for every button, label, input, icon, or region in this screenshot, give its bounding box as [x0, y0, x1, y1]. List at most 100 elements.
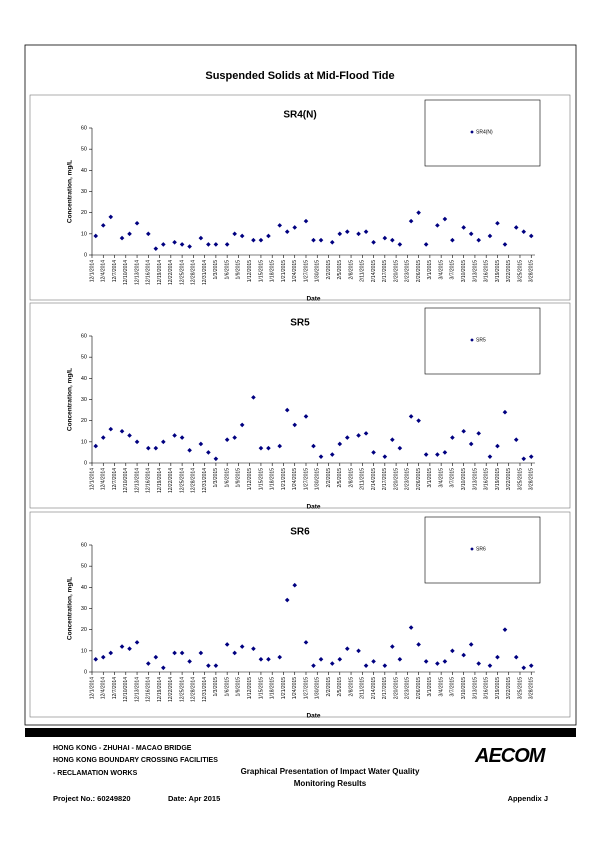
data-point — [371, 240, 376, 245]
data-point — [423, 659, 429, 664]
data-point — [119, 428, 125, 434]
x-tick-label: 1/3/2015 — [213, 260, 219, 280]
data-point — [502, 242, 508, 247]
data-point — [318, 657, 324, 662]
y-tick-label: 30 — [81, 189, 87, 195]
legend-label: SR4(N) — [476, 129, 493, 135]
y-tick-label: 0 — [84, 460, 87, 466]
x-tick-label: 12/31/2014 — [202, 260, 208, 285]
data-point — [284, 229, 290, 235]
x-tick-label: 1/21/2015 — [281, 677, 287, 699]
y-tick-label: 10 — [81, 231, 87, 237]
x-tick-label: 2/17/2015 — [382, 260, 388, 282]
data-point — [303, 640, 309, 645]
x-tick-label: 2/20/2015 — [393, 677, 399, 699]
logo: AECOM — [474, 745, 547, 767]
y-tick-label: 0 — [84, 669, 87, 675]
data-point — [450, 648, 455, 654]
data-point — [198, 650, 204, 656]
x-tick-label: 12/1/2014 — [89, 468, 95, 490]
data-point — [442, 216, 448, 222]
y-tick-label: 10 — [81, 648, 87, 654]
data-point — [450, 435, 455, 440]
data-point — [363, 431, 369, 436]
x-tick-label: 1/9/2015 — [236, 468, 242, 488]
data-point — [93, 657, 99, 662]
data-point — [206, 242, 211, 247]
data-point — [311, 663, 316, 668]
data-point — [100, 654, 106, 660]
legend-marker — [470, 338, 474, 342]
x-tick-label: 12/25/2014 — [179, 468, 185, 493]
x-tick-label: 3/25/2015 — [517, 468, 523, 490]
data-point — [266, 233, 271, 239]
x-tick-label: 3/19/2015 — [495, 677, 501, 699]
data-point — [416, 210, 421, 215]
x-tick-label: 3/13/2015 — [472, 677, 478, 699]
x-tick-label: 3/19/2015 — [495, 260, 501, 282]
x-tick-label: 3/28/2015 — [529, 677, 535, 699]
x-tick-label: 1/12/2015 — [247, 677, 253, 699]
x-tick-label: 3/16/2015 — [484, 468, 490, 490]
x-tick-label: 1/30/2015 — [315, 677, 321, 699]
data-point — [251, 237, 256, 243]
x-tick-label: 3/22/2015 — [506, 260, 512, 282]
y-tick-label: 30 — [81, 397, 87, 403]
x-tick-label: 3/1/2015 — [427, 677, 433, 697]
x-tick-label: 12/13/2014 — [134, 260, 140, 285]
data-point — [356, 433, 361, 438]
project-line: HONG KONG BOUNDARY CROSSING FACILITIES — [53, 757, 218, 764]
data-point — [329, 452, 335, 457]
x-tick-label: 1/12/2015 — [247, 468, 253, 490]
data-point — [179, 435, 185, 440]
x-tick-label: 1/3/2015 — [213, 468, 219, 488]
data-point — [513, 225, 519, 230]
legend-marker — [470, 130, 474, 134]
data-point — [100, 435, 106, 440]
y-tick-label: 50 — [81, 355, 87, 361]
x-tick-label: 3/22/2015 — [506, 677, 512, 699]
x-tick-label: 3/4/2015 — [438, 677, 444, 697]
x-tick-label: 12/19/2014 — [157, 677, 163, 702]
y-axis-label: Concentration, mg/L — [67, 368, 74, 431]
data-point — [277, 654, 283, 660]
data-point — [382, 235, 388, 241]
data-point — [134, 439, 140, 445]
data-point — [198, 235, 204, 241]
panel-frame — [29, 511, 571, 718]
data-point — [100, 223, 106, 228]
x-tick-label: 12/7/2014 — [112, 260, 118, 282]
data-point — [408, 218, 414, 224]
data-point — [213, 242, 219, 247]
data-point — [521, 665, 527, 671]
data-point — [146, 445, 151, 451]
page-title: Suspended Solids at Mid-Flood Tide — [205, 70, 394, 82]
x-tick-label: 2/20/2015 — [393, 468, 399, 490]
y-tick-label: 20 — [81, 627, 87, 633]
data-point — [502, 627, 508, 632]
x-tick-label: 12/1/2014 — [89, 677, 95, 699]
x-tick-label: 1/6/2015 — [224, 677, 230, 697]
data-point — [311, 443, 316, 449]
data-point — [93, 443, 99, 449]
x-tick-label: 2/8/2015 — [348, 468, 354, 488]
x-tick-label: 3/10/2015 — [461, 260, 467, 282]
page-frame — [24, 44, 577, 726]
data-point — [187, 448, 192, 453]
x-tick-label: 3/13/2015 — [472, 468, 478, 490]
x-tick-label: 12/10/2014 — [123, 260, 129, 285]
data-point — [513, 654, 519, 660]
data-point — [356, 231, 361, 237]
x-tick-label: 1/15/2015 — [258, 260, 264, 282]
data-point — [468, 231, 474, 237]
x-tick-label: 3/7/2015 — [450, 260, 456, 280]
x-tick-label: 12/13/2014 — [134, 677, 140, 702]
x-tick-label: 2/26/2015 — [416, 677, 422, 699]
legend-label: SR6 — [476, 546, 486, 552]
chart-title: SR5 — [290, 318, 310, 329]
data-point — [224, 642, 230, 647]
data-point — [108, 426, 114, 432]
x-tick-label: 2/17/2015 — [382, 468, 388, 490]
data-point — [528, 233, 534, 239]
x-tick-label: 2/11/2015 — [360, 260, 366, 282]
